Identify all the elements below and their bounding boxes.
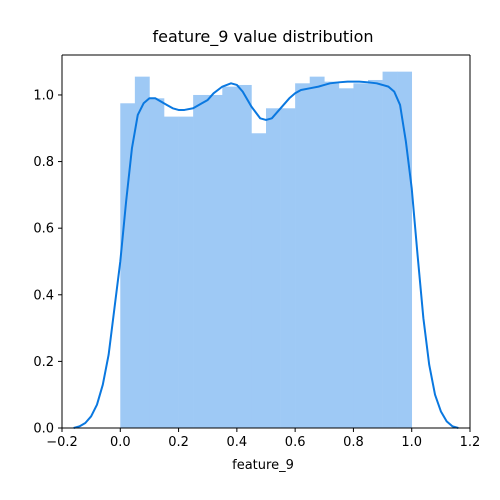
histogram-bars <box>120 72 412 428</box>
histogram-bar-3 <box>164 117 179 428</box>
y-tick-label: 0.8 <box>33 155 54 170</box>
x-tick-label: 0.2 <box>168 435 189 450</box>
histogram-bar-18 <box>383 72 398 428</box>
x-tick-label: 0.4 <box>227 435 248 450</box>
histogram-bar-10 <box>266 108 281 428</box>
histogram-bar-15 <box>339 88 354 428</box>
y-tick-label: 0.6 <box>33 222 54 237</box>
histogram-bar-9 <box>251 133 266 428</box>
histogram-bar-8 <box>237 85 252 428</box>
y-tick-label: 0.2 <box>33 355 54 370</box>
histogram-bar-4 <box>179 117 194 428</box>
histogram-bar-12 <box>295 83 310 428</box>
x-tick-label: 1.0 <box>401 435 422 450</box>
x-tick-label: 0.6 <box>285 435 306 450</box>
y-tick-label: 1.0 <box>33 88 54 103</box>
x-tick-label: 0.0 <box>110 435 131 450</box>
y-tick-label: 0.0 <box>33 422 54 437</box>
histogram-bar-16 <box>353 83 368 428</box>
histogram-bar-2 <box>149 98 164 428</box>
histogram-bar-7 <box>222 87 237 428</box>
histogram-bar-13 <box>310 77 325 428</box>
x-axis-label: feature_9 <box>232 458 294 473</box>
x-tick-label: −0.2 <box>46 435 78 450</box>
chart-title: feature_9 value distribution <box>153 27 374 47</box>
y-tick-label: 0.4 <box>33 288 54 303</box>
histogram-bar-19 <box>397 72 412 428</box>
histogram-bar-1 <box>135 77 150 428</box>
histogram-bar-5 <box>193 95 208 428</box>
histogram-bar-0 <box>120 103 135 428</box>
x-tick-label: 0.8 <box>343 435 364 450</box>
histogram-bar-14 <box>324 82 339 428</box>
x-tick-label: 1.2 <box>460 435 481 450</box>
histogram-bar-11 <box>281 108 296 428</box>
histogram-bar-6 <box>208 95 223 428</box>
histogram-bar-17 <box>368 80 383 428</box>
